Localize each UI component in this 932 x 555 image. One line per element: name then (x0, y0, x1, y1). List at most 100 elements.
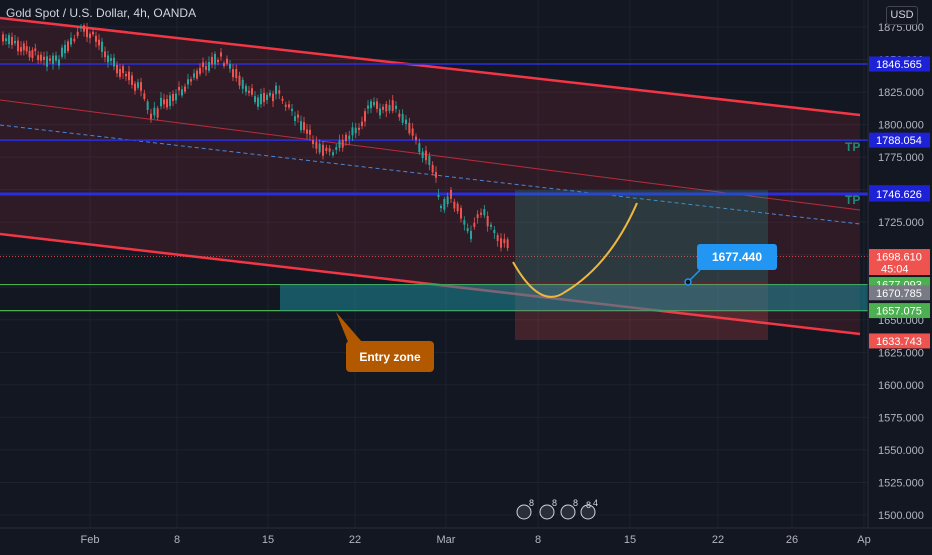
candle-body (166, 99, 168, 108)
candle-body (309, 129, 311, 135)
candle-body (238, 75, 241, 86)
candle-body (476, 214, 479, 219)
candle-body (46, 56, 48, 67)
price-label-text: 1633.743 (876, 336, 922, 348)
price-label: 1746.626 (869, 186, 930, 202)
callout-box (697, 244, 777, 270)
candle-body (80, 26, 82, 29)
candle-body (235, 68, 238, 79)
candle-body (178, 87, 180, 91)
entry-box (346, 341, 434, 372)
candle-body (486, 215, 489, 227)
price-label: 1670.785 (869, 285, 930, 301)
x-tick-label: 15 (262, 534, 274, 546)
candle-body (251, 88, 253, 95)
candle-body (382, 106, 384, 110)
candle-body (388, 105, 391, 111)
candle-body (463, 220, 466, 225)
candle-body (272, 93, 274, 102)
candles (2, 22, 509, 252)
event-count: 8 (573, 498, 578, 508)
candle-body (119, 68, 121, 77)
candle-body (260, 94, 262, 105)
event-count: 8 (529, 498, 534, 508)
candle-body (5, 38, 7, 42)
candle-body (322, 144, 324, 156)
candle-body (92, 31, 94, 35)
candle-body (294, 116, 296, 121)
candle-body (254, 96, 256, 103)
candle-body (297, 114, 299, 118)
candle-body (241, 79, 244, 89)
candle-body (398, 113, 401, 118)
candle-body (391, 100, 394, 112)
candle-body (37, 55, 40, 61)
candle-body (110, 58, 112, 61)
candle-body (506, 239, 509, 249)
candle-body (306, 129, 308, 134)
candle-body (205, 66, 207, 70)
candle-body (405, 119, 407, 125)
candle-body (52, 55, 54, 64)
entry-zone-callout: Entry zone (336, 312, 434, 372)
candle-body (480, 212, 482, 215)
candle-body (17, 40, 19, 52)
entry-pointer (336, 312, 362, 342)
candle-body (278, 90, 281, 94)
channel-upper-line (0, 16, 861, 117)
y-tick-label: 1500.000 (878, 510, 924, 522)
candle-body (379, 108, 381, 116)
candle-body (328, 148, 331, 152)
price-label: 1633.743 (869, 333, 930, 349)
candle-body (364, 111, 366, 122)
candle-body (163, 99, 165, 105)
candle-body (338, 140, 341, 148)
candle-body (373, 101, 375, 106)
candle-body (31, 50, 34, 59)
candle-body (8, 35, 10, 45)
candle-body (503, 239, 506, 244)
price-label-text: 1698.610 (876, 252, 922, 264)
candle-body (443, 199, 446, 210)
candle-body (202, 62, 204, 68)
candle-body (220, 52, 222, 57)
currency-selector[interactable]: USD (886, 6, 918, 25)
candle-body (500, 238, 502, 248)
candle-body (341, 139, 344, 148)
candle-body (187, 79, 189, 85)
candle-body (98, 39, 100, 46)
x-tick-label: 26 (786, 534, 798, 546)
y-tick-label: 1725.000 (878, 217, 924, 229)
candle-body (351, 127, 354, 136)
candle-body (211, 56, 213, 65)
price-callout: 1677.440 (684, 244, 777, 286)
price-label-box (869, 249, 930, 276)
candle-body (453, 201, 456, 209)
candle-body (303, 122, 305, 131)
candle-body (269, 92, 271, 96)
price-label-box (869, 132, 930, 148)
candle-body (43, 56, 45, 60)
zones (280, 190, 868, 340)
candle-body (415, 136, 417, 141)
candle-body (257, 97, 259, 107)
candle-body (263, 92, 265, 103)
candle-body (456, 203, 459, 212)
candle-body (354, 127, 357, 134)
candle-body (229, 63, 231, 69)
candle-body (496, 235, 499, 241)
callout-anchor (684, 278, 692, 286)
candle-body (143, 93, 146, 99)
price-label-text: 1670.785 (876, 288, 922, 300)
event-count: 8 (586, 500, 591, 510)
candle-body (175, 93, 177, 101)
candle-body (315, 141, 318, 149)
symbol-title[interactable]: Gold Spot / U.S. Dollar, 4h, OANDA (6, 6, 197, 20)
candle-body (83, 25, 85, 32)
candle-body (64, 44, 66, 54)
candle-body (122, 66, 124, 73)
tp-label: TP (845, 193, 860, 207)
